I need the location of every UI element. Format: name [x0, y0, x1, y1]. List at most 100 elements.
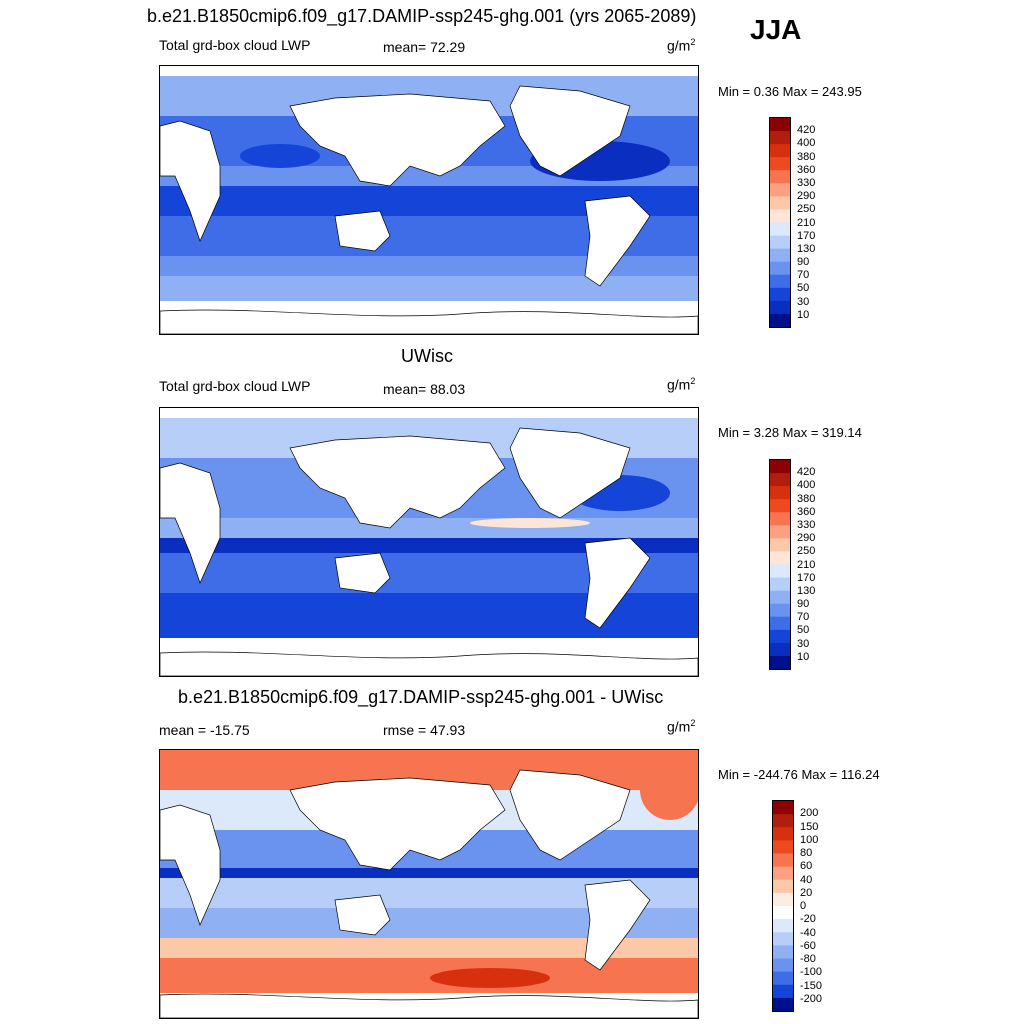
colorbar-tick-label: 80 [800, 847, 813, 859]
colorbar-swatch [770, 144, 790, 158]
colorbar-tick-label: 200 [800, 807, 819, 820]
colorbar-tick-label: 210 [797, 216, 816, 229]
panel-1-title: b.e21.B1850cmip6.f09_g17.DAMIP-ssp245-gh… [147, 6, 697, 26]
antarctica-land [160, 309, 698, 334]
africa-land [160, 120, 221, 242]
eurasia-land [289, 93, 506, 187]
colorbar-tick-label: -150 [800, 979, 823, 992]
colorbar-tick-label: 30 [797, 295, 810, 308]
colorbar-swatch [770, 209, 790, 223]
panel-1-map [159, 65, 699, 335]
colorbar-tick-label: 50 [797, 282, 810, 295]
colorbar-swatch [773, 879, 793, 894]
colorbar-swatch [770, 313, 790, 328]
colorbar-tick-label: 400 [797, 479, 816, 492]
colorbar-swatch [773, 866, 793, 881]
colorbar-swatch [770, 287, 790, 302]
colorbar-swatch [770, 577, 790, 592]
colorbar-swatch [773, 997, 793, 1012]
colorbar-tick-label: 70 [797, 611, 810, 624]
colorbar-swatch [770, 261, 790, 276]
colorbar-swatch [770, 460, 790, 474]
colorbar-swatch [770, 274, 790, 289]
colorbar-tick-label: 420 [797, 124, 816, 137]
colorbar-swatch [770, 170, 790, 184]
colorbar-swatch [773, 827, 793, 841]
colorbar-tick-label: 170 [797, 229, 816, 242]
colorbar-tick-label: 130 [797, 242, 816, 255]
colorbar-tick-label: 50 [797, 624, 810, 637]
colorbar-tick-label: 60 [800, 860, 813, 873]
colorbar-swatch [770, 629, 790, 644]
colorbar-swatch [773, 814, 793, 828]
colorbar-tick-label: 210 [797, 558, 816, 571]
colorbar-swatch [770, 196, 790, 210]
colorbar-swatch [773, 958, 793, 973]
colorbar-swatch [770, 564, 790, 579]
colorbar-swatch [770, 157, 790, 171]
colorbar-swatch [773, 945, 793, 959]
panel-3-rmse: rmse = 47.93 [383, 722, 466, 738]
panel-3-units: g/m2 [667, 718, 696, 735]
colorbar-swatch [770, 473, 790, 487]
colorbar-tick-label: 170 [797, 571, 816, 584]
south-america-land [584, 195, 651, 287]
colorbar-tick-label: -100 [800, 966, 823, 979]
panel-2-colorbar-swatches [769, 459, 791, 670]
panel-1-colorbar-swatches [769, 117, 791, 328]
panel-2-units: g/m2 [667, 376, 696, 393]
panel-3-title: b.e21.B1850cmip6.f09_g17.DAMIP-ssp245-gh… [178, 687, 664, 707]
colorbar-swatch [773, 984, 793, 999]
panel-3-colorbar-swatches [772, 800, 794, 1012]
colorbar-tick-label: 10 [797, 308, 810, 321]
colorbar-tick-label: 250 [797, 203, 816, 216]
panel-2-map [159, 407, 699, 677]
north-america-land [509, 85, 631, 177]
colorbar-tick-label: 100 [800, 833, 819, 846]
colorbar-tick-label: 130 [797, 584, 816, 597]
colorbar-tick-label: 40 [800, 873, 813, 886]
colorbar-swatch [770, 118, 790, 132]
colorbar-swatch [770, 525, 790, 539]
colorbar-tick-label: 380 [797, 150, 816, 163]
colorbar-tick-label: 10 [797, 650, 810, 663]
panel-2-mean: mean= 88.03 [383, 381, 466, 397]
colorbar-swatch [770, 538, 790, 552]
colorbar-tick-label: 330 [797, 518, 816, 531]
colorbar-swatch [773, 853, 793, 868]
colorbar-tick-label: 0 [800, 900, 807, 912]
colorbar-tick-label: 70 [797, 269, 810, 282]
colorbar-tick-label: 360 [797, 505, 816, 518]
colorbar-tick-label: 90 [797, 598, 810, 611]
colorbar-swatch [773, 801, 793, 815]
colorbar-tick-label: 360 [797, 163, 816, 176]
colorbar-swatch [770, 603, 790, 618]
colorbar-swatch [770, 486, 790, 500]
colorbar-tick-label: 30 [797, 637, 810, 650]
colorbar-swatch [770, 235, 790, 250]
colorbar-swatch [773, 932, 793, 946]
colorbar-swatch [770, 248, 790, 263]
colorbar-tick-label: 290 [797, 532, 816, 545]
colorbar-tick-label: 90 [797, 256, 810, 269]
colorbar-tick-label: -80 [800, 953, 816, 965]
colorbar-swatch [770, 512, 790, 526]
panel-1-units: g/m2 [667, 37, 696, 54]
panel-1-mean: mean= 72.29 [383, 39, 466, 55]
colorbar-swatch [773, 892, 793, 907]
panel-2-variable-label: Total grd-box cloud LWP [159, 378, 311, 394]
colorbar-swatch [770, 590, 790, 605]
colorbar-tick-label: 420 [797, 466, 816, 479]
colorbar-tick-label: -60 [800, 939, 816, 952]
colorbar-tick-label: -20 [800, 913, 816, 926]
colorbar-swatch [773, 906, 793, 920]
colorbar-tick-label: 150 [800, 820, 819, 833]
colorbar-tick-label: 330 [797, 176, 816, 189]
panel-3-map [159, 749, 699, 1019]
colorbar-swatch [770, 551, 790, 565]
colorbar-swatch [770, 499, 790, 513]
panel-1-minmax: Min = 0.36 Max = 243.95 [718, 84, 862, 99]
colorbar-tick-label: 380 [797, 492, 816, 505]
colorbar-swatch [770, 642, 790, 657]
colorbar-tick-label: 20 [800, 886, 813, 899]
